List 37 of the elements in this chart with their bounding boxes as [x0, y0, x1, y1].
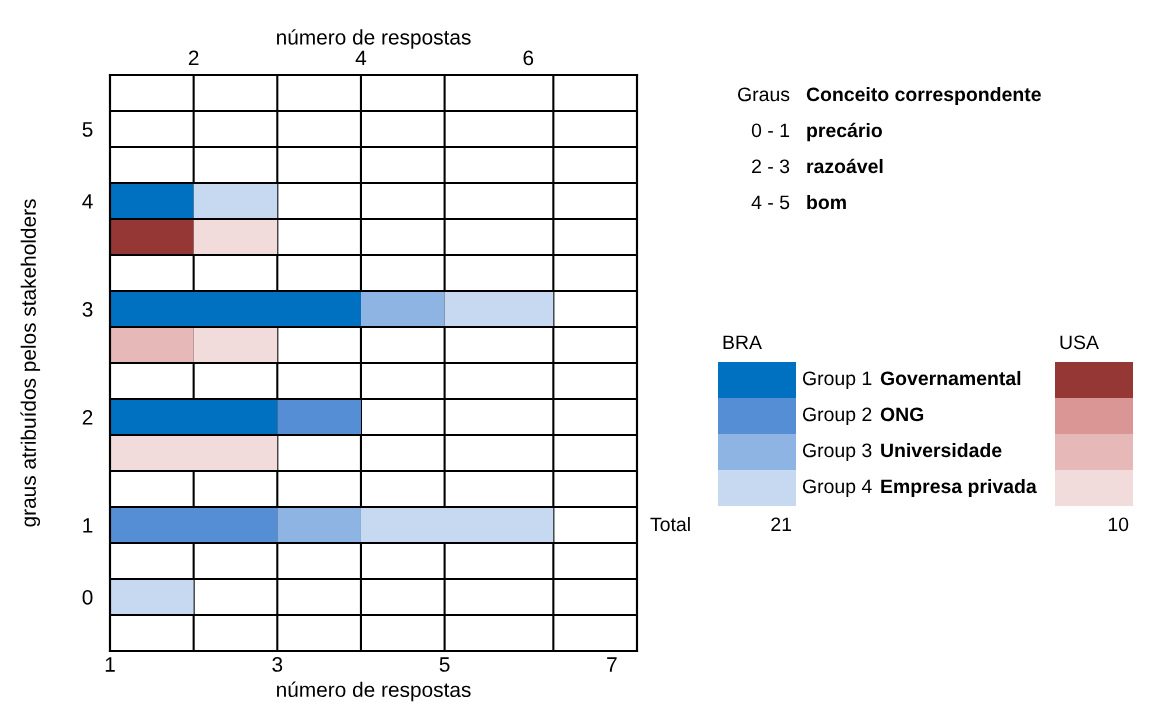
text: 0 - 1: [751, 123, 790, 138]
y-tick-label: 1: [83, 518, 93, 533]
y-tick-label: 4: [82, 194, 93, 209]
x2-tick-label: 4: [355, 50, 367, 66]
legend-label: Group 3: [802, 443, 872, 462]
text: precário: [807, 122, 882, 142]
text: razoável: [807, 158, 883, 174]
y-tick-label: 2: [82, 410, 93, 425]
x2-axis-title: número de respostas: [277, 29, 471, 49]
x-tick-label: 1: [105, 657, 115, 672]
text: 10: [1108, 517, 1129, 532]
legend-label: Group 4: [802, 479, 872, 498]
x-tick-label: 7: [607, 657, 617, 672]
y-tick-label: 5: [82, 122, 93, 137]
text: Universidade: [881, 442, 1002, 458]
text: Graus: [738, 87, 790, 102]
x-tick-label: 3: [272, 657, 283, 672]
y-tick-label: 0: [82, 590, 93, 605]
x-axis-title: número de respostas: [277, 681, 471, 702]
x2-tick-label: 2: [188, 50, 199, 66]
text: Total: [650, 516, 690, 532]
text: 4 - 5: [751, 195, 790, 210]
text: Conceito correspondente: [806, 86, 1041, 106]
text: 2 - 3: [752, 159, 790, 174]
text: 21: [771, 517, 792, 532]
y-tick-label: 3: [82, 302, 93, 317]
text: ONG: [880, 407, 924, 422]
text: BRA: [723, 335, 762, 350]
x2-tick-label: 6: [523, 50, 534, 66]
x-tick-label: 5: [439, 657, 450, 672]
y-axis-title: graus atribuídos pelos stakeholders: [20, 199, 41, 527]
legend-label: Group 2: [802, 407, 872, 426]
legend-label: Group 1: [802, 371, 872, 390]
text: Empresa privada: [881, 478, 1037, 498]
text: Governamental: [880, 370, 1021, 386]
text: bom: [807, 194, 846, 210]
text: USA: [1060, 335, 1099, 350]
